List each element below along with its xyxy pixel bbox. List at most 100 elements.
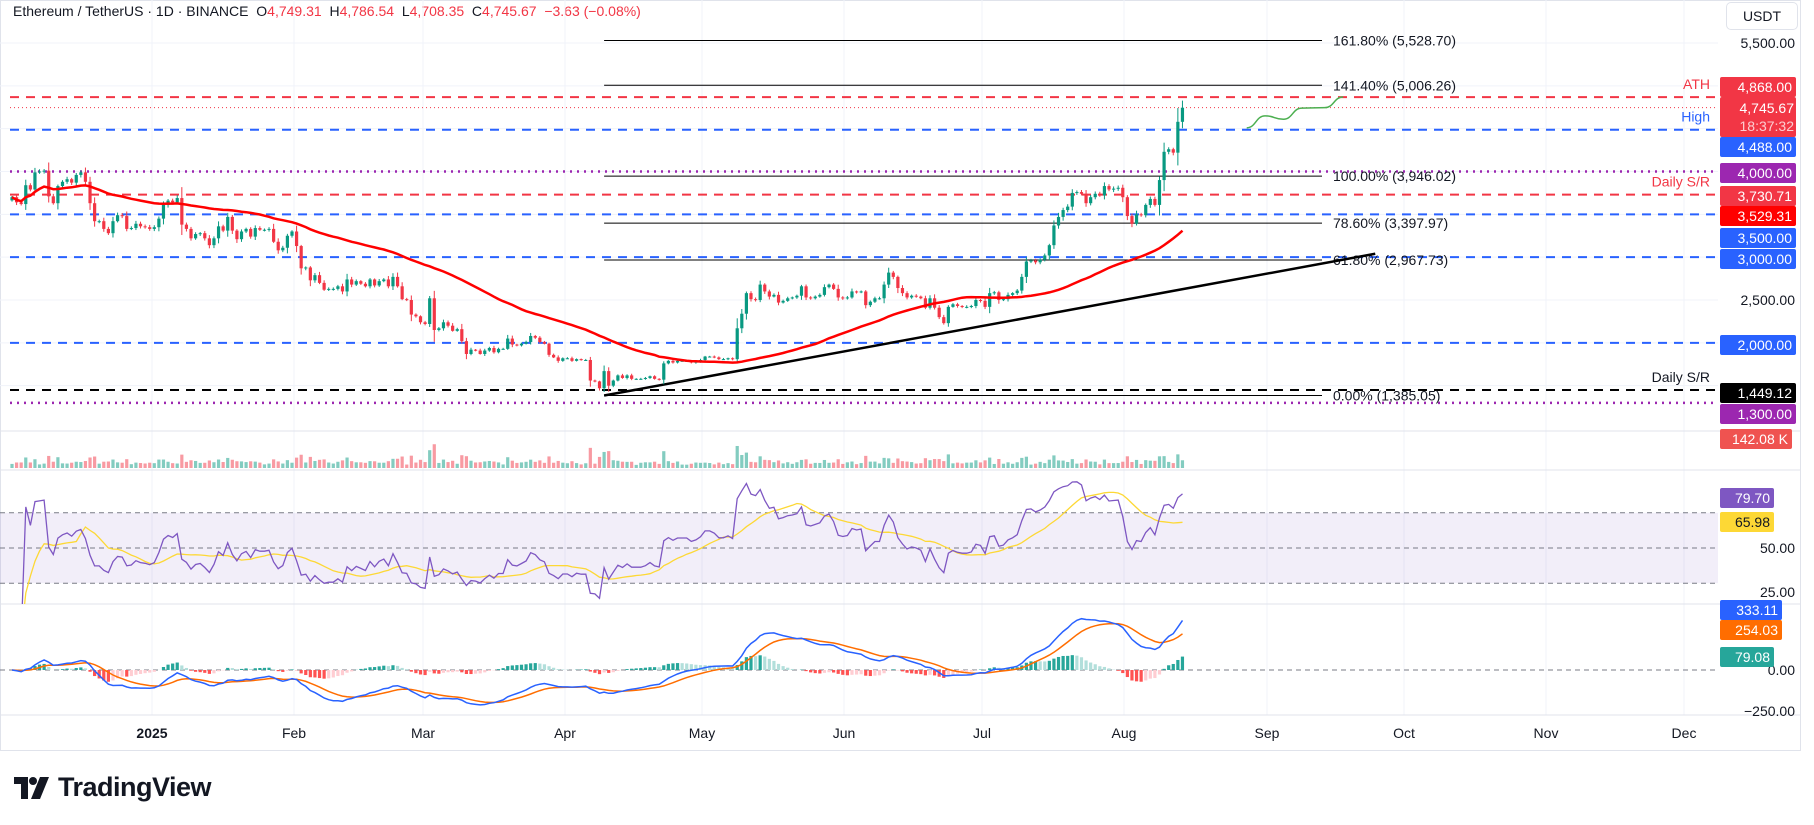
volume-tag: 142.08 K — [1720, 429, 1792, 449]
countdown-text: 18:37:32 — [1740, 118, 1795, 134]
volume-bar — [483, 461, 487, 468]
macd-histogram-bar — [818, 670, 822, 674]
candle — [501, 347, 505, 350]
volume-bar — [464, 456, 469, 468]
volume-bar — [129, 464, 133, 468]
volume-bar — [593, 463, 597, 468]
candle — [157, 216, 161, 232]
macd-histogram-bar — [345, 670, 349, 673]
candle — [120, 212, 124, 219]
candle — [955, 302, 960, 308]
volume-bar — [978, 462, 983, 468]
candle-body — [910, 295, 914, 298]
candle-body — [345, 279, 349, 292]
candle-body — [1157, 180, 1162, 205]
candle — [148, 224, 152, 231]
candle — [368, 278, 372, 289]
candle — [542, 340, 547, 345]
volume-bar — [1015, 462, 1019, 468]
volume-bar — [611, 460, 615, 468]
candle-body — [1112, 188, 1116, 190]
volume-bar — [143, 463, 147, 468]
volume-bar — [666, 461, 670, 468]
volume-bar — [290, 462, 294, 468]
macd-histogram-bar — [106, 670, 110, 682]
volume-bar — [473, 462, 478, 468]
symbol-title[interactable]: Ethereum / TetherUS · 1D · BINANCE — [13, 3, 249, 19]
macd-histogram-bar — [423, 670, 427, 676]
candle — [795, 294, 799, 299]
macd-histogram-bar — [473, 670, 478, 674]
volume-bar — [937, 459, 941, 468]
candle-body — [473, 349, 478, 351]
macd-histogram-bar — [368, 667, 372, 670]
candle-body — [639, 378, 643, 380]
candle — [70, 177, 74, 185]
candle-body — [47, 170, 51, 197]
candle-body — [978, 300, 983, 302]
macd-histogram-bar — [226, 667, 230, 670]
volume-bar — [226, 457, 230, 468]
candle-body — [244, 228, 248, 232]
macd-histogram-bar — [1153, 670, 1157, 679]
candle — [639, 377, 643, 380]
volume-bar — [189, 460, 193, 468]
macd-histogram-bar — [171, 663, 175, 670]
candle-body — [1171, 149, 1175, 153]
candle — [671, 359, 675, 364]
volume-bar — [120, 462, 124, 468]
currency-button[interactable]: USDT — [1726, 2, 1798, 30]
candle-body — [882, 284, 886, 299]
volume-bar — [373, 461, 377, 468]
volume-bar — [832, 462, 836, 468]
candle — [350, 276, 354, 288]
candle-body — [340, 286, 345, 292]
candle — [859, 290, 863, 294]
candle-body — [799, 286, 804, 296]
macd-histogram-bar — [611, 670, 615, 673]
candle — [974, 298, 978, 309]
candle — [249, 227, 253, 239]
candle-body — [675, 360, 680, 363]
candle — [455, 327, 459, 332]
macd-histogram-bar — [129, 670, 133, 677]
candle-body — [946, 306, 950, 324]
price-tag: 3,500.00 — [1720, 228, 1796, 248]
candle-body — [809, 297, 813, 299]
candle-body — [483, 350, 487, 354]
candle-body — [570, 358, 574, 361]
candle-body — [409, 300, 413, 315]
candle-body — [630, 375, 634, 379]
macd-histogram-bar — [441, 670, 446, 673]
volume-bar — [37, 464, 42, 468]
candle — [726, 357, 730, 361]
candle-body — [891, 272, 895, 277]
volume-bar — [515, 462, 519, 468]
volume-bar — [1056, 460, 1061, 468]
candle-body — [969, 306, 973, 308]
volume-bar — [731, 464, 735, 468]
change-value: −3.63 (−0.08%) — [544, 3, 641, 19]
volume-bar — [345, 457, 349, 468]
candle — [735, 318, 739, 364]
candle — [235, 229, 239, 243]
macd-histogram-bar — [506, 666, 510, 670]
candle-body — [51, 196, 55, 204]
volume-bar — [1153, 460, 1157, 468]
price-tag: 1,300.00 — [1720, 404, 1796, 424]
rsi-pane — [0, 481, 1718, 604]
macd-histogram-bar — [281, 670, 285, 672]
volume-bar — [1139, 463, 1143, 468]
macd-histogram-bar — [625, 669, 629, 670]
macd-histogram-bar — [694, 664, 698, 670]
candle — [928, 295, 932, 310]
volume-bar — [359, 462, 363, 468]
candle — [529, 332, 533, 345]
candle-body — [1153, 198, 1157, 205]
macd-histogram-bar — [1148, 670, 1152, 679]
candle-body — [88, 181, 92, 204]
candle — [905, 291, 909, 300]
candle — [1121, 184, 1125, 203]
candle-body — [134, 223, 138, 229]
